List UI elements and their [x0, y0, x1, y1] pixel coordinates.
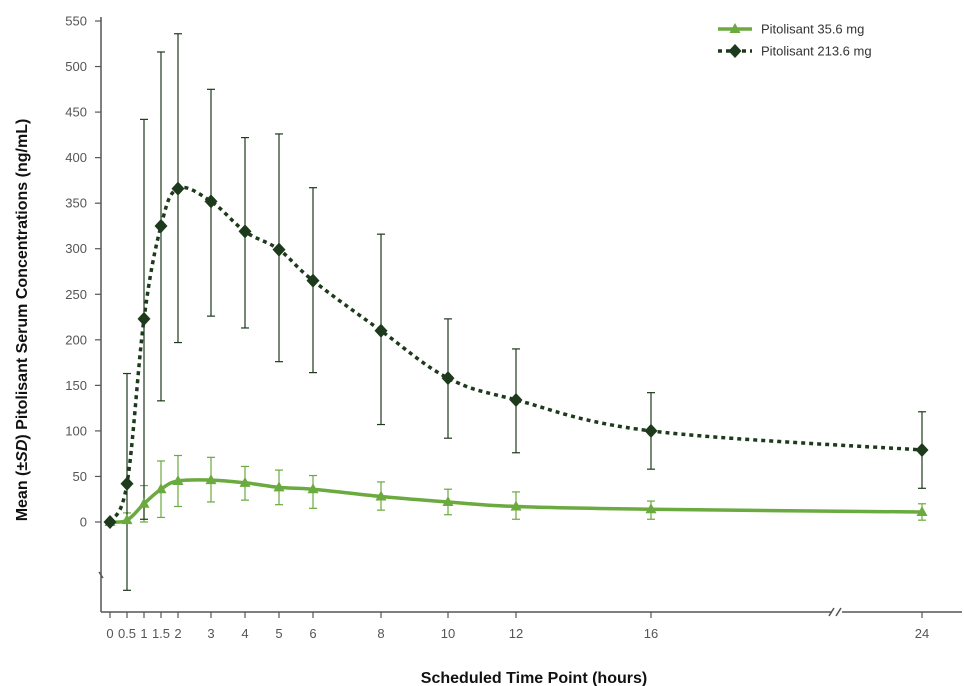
y-tick-label: 0	[80, 515, 87, 530]
triangle-marker	[916, 505, 928, 516]
triangle-marker	[510, 500, 522, 511]
y-axis-title-part-3: ) Pitolisant Serum Concentrations (ng/mL…	[14, 119, 31, 440]
diamond-marker	[306, 273, 320, 288]
y-tick-label: 350	[65, 196, 87, 211]
x-tick-label: 12	[509, 626, 523, 641]
diamond-marker	[238, 224, 252, 239]
diamond-marker	[441, 371, 455, 386]
x-tick-label: 4	[241, 626, 248, 641]
legend-diamond-icon	[728, 44, 742, 58]
triangle-marker	[239, 476, 251, 487]
diamond-marker	[272, 242, 286, 257]
legend-label-1: Pitolisant 35.6 mg	[761, 22, 864, 37]
y-tick-label: 550	[65, 14, 87, 29]
x-tick-label: 6	[309, 626, 316, 641]
y-tick-label: 300	[65, 241, 87, 256]
x-tick-label: 1	[140, 626, 147, 641]
y-axis-title: Mean (±SD) Pitolisant Serum Concentratio…	[14, 119, 31, 522]
y-axis-title-part-2: SD	[14, 439, 31, 462]
triangle-marker	[155, 483, 167, 494]
x-tick-label: 24	[915, 626, 929, 641]
x-tick-label: 3	[207, 626, 214, 641]
series-line-1	[109, 478, 923, 524]
x-axis-title: Scheduled Time Point (hours)	[421, 670, 647, 686]
diamond-marker	[915, 443, 929, 458]
triangle-marker	[645, 503, 657, 514]
y-tick-label: 50	[73, 469, 87, 484]
axis-break-mark-1	[828, 607, 835, 617]
x-tick-label: 1.5	[152, 626, 170, 641]
diamond-marker	[120, 476, 134, 491]
triangle-marker	[172, 475, 184, 486]
triangle-marker	[375, 490, 387, 501]
y-tick-label: 450	[65, 105, 87, 120]
x-tick-label: 0.5	[118, 626, 136, 641]
diamond-marker	[374, 323, 388, 338]
y-tick-label: 500	[65, 59, 87, 74]
y-tick-label: 400	[65, 150, 87, 165]
legend-label-2: Pitolisant 213.6 mg	[761, 44, 872, 59]
diamond-marker	[644, 423, 658, 438]
triangle-marker	[121, 514, 133, 525]
y-tick-label: 100	[65, 423, 87, 438]
diamond-marker	[103, 515, 117, 529]
y-tick-label: 200	[65, 332, 87, 347]
x-tick-label: 16	[644, 626, 658, 641]
triangle-marker	[273, 481, 285, 492]
diamond-marker	[509, 392, 523, 407]
y-tick-label: 250	[65, 287, 87, 302]
legend-triangle-icon	[729, 23, 741, 33]
y-axis-title-part-1: Mean (±	[14, 462, 31, 522]
y-tick-label: 150	[65, 378, 87, 393]
triangle-marker	[138, 497, 150, 508]
x-tick-label: 10	[441, 626, 455, 641]
diamond-marker	[137, 311, 151, 326]
triangle-marker	[307, 483, 319, 494]
diamond-marker	[154, 218, 168, 233]
x-tick-label: 8	[377, 626, 384, 641]
diamond-marker	[204, 194, 218, 209]
x-tick-label: 2	[174, 626, 181, 641]
x-tick-label: 0	[106, 626, 113, 641]
y-axis-break-mark	[98, 571, 104, 579]
axis-break-mark-2	[835, 607, 842, 617]
triangle-marker	[205, 474, 217, 485]
triangle-marker	[442, 495, 454, 506]
diamond-marker	[171, 181, 185, 196]
x-tick-label: 5	[275, 626, 282, 641]
